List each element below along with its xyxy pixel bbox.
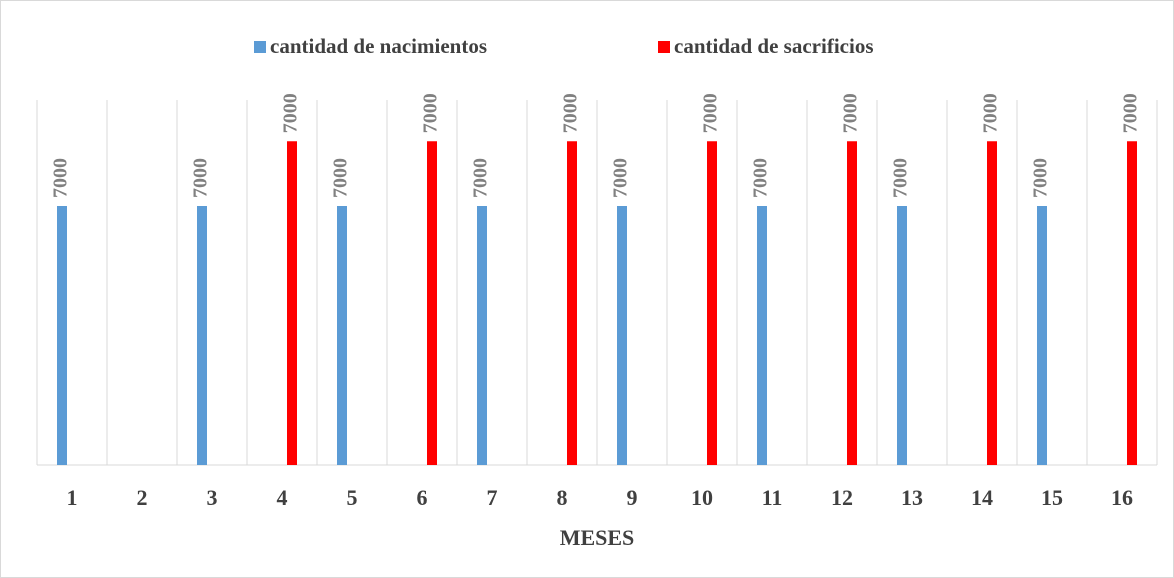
- bar: [617, 206, 627, 465]
- x-axis-title: MESES: [560, 525, 635, 550]
- data-label: 7000: [700, 93, 722, 133]
- x-tick-label: 8: [557, 485, 568, 510]
- bar: [427, 141, 437, 465]
- data-label: 7000: [420, 93, 442, 133]
- x-tick-label: 7: [487, 485, 498, 510]
- x-tick-label: 16: [1111, 485, 1133, 510]
- bar: [707, 141, 717, 465]
- x-tick-label: 1: [67, 485, 78, 510]
- data-label: 7000: [980, 93, 1002, 133]
- data-label: 7000: [190, 158, 212, 198]
- bar: [287, 141, 297, 465]
- data-label: 7000: [470, 158, 492, 198]
- bar: [897, 206, 907, 465]
- bar: [1037, 206, 1047, 465]
- bar: [337, 206, 347, 465]
- x-tick-label: 2: [137, 485, 148, 510]
- bar: [57, 206, 67, 465]
- x-tick-label: 9: [627, 485, 638, 510]
- x-tick-label: 3: [207, 485, 218, 510]
- data-label: 7000: [610, 158, 632, 198]
- data-label: 7000: [50, 158, 72, 198]
- data-label: 7000: [750, 158, 772, 198]
- data-label: 7000: [1030, 158, 1052, 198]
- legend-swatch: [658, 41, 670, 53]
- bar: [987, 141, 997, 465]
- x-tick-label: 6: [417, 485, 428, 510]
- legend-label: cantidad de sacrificios: [674, 34, 874, 58]
- data-label: 7000: [1120, 93, 1142, 133]
- data-label: 7000: [890, 158, 912, 198]
- x-tick-label: 5: [347, 485, 358, 510]
- x-tick-label: 4: [277, 485, 288, 510]
- x-tick-label: 13: [901, 485, 923, 510]
- bar: [1127, 141, 1137, 465]
- data-label: 7000: [560, 93, 582, 133]
- x-tick-label: 15: [1041, 485, 1063, 510]
- bar: [197, 206, 207, 465]
- bar: [847, 141, 857, 465]
- bar: [757, 206, 767, 465]
- legend-swatch: [254, 41, 266, 53]
- legend-label: cantidad de nacimientos: [270, 34, 487, 58]
- data-label: 7000: [840, 93, 862, 133]
- x-tick-label: 12: [831, 485, 853, 510]
- bar: [567, 141, 577, 465]
- x-tick-label: 10: [691, 485, 713, 510]
- data-label: 7000: [330, 158, 352, 198]
- bar: [477, 206, 487, 465]
- x-tick-label: 11: [762, 485, 783, 510]
- x-tick-label: 14: [971, 485, 993, 510]
- data-label: 7000: [280, 93, 302, 133]
